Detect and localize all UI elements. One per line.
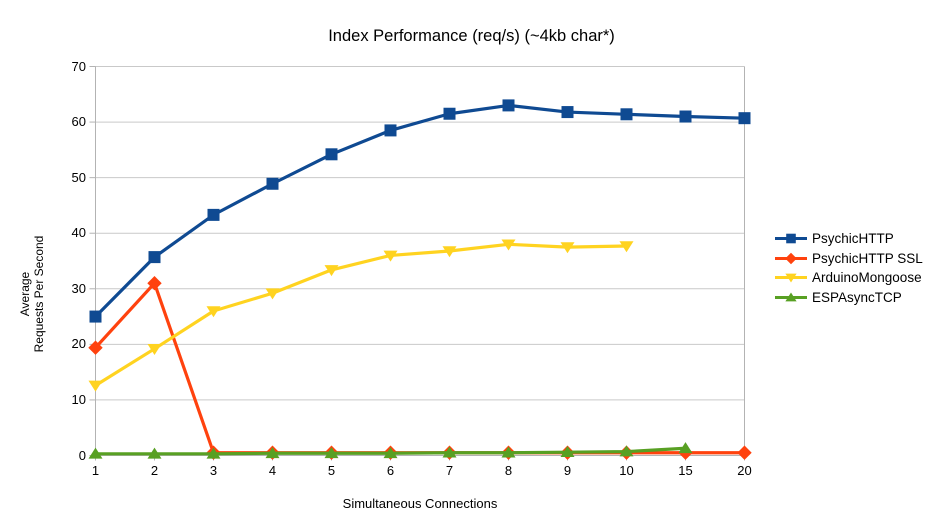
legend-swatch-triangle-up-icon	[775, 292, 807, 302]
x-tick-label: 1	[91, 463, 100, 478]
x-tick-label: 2	[150, 463, 159, 478]
y-tick-label: 50	[71, 169, 86, 185]
series-psychichttp	[89, 99, 751, 323]
legend-label: PsychicHTTP SSL	[812, 250, 923, 266]
x-tick-label: 20	[737, 463, 752, 478]
series-psychichttp-ssl	[88, 276, 752, 460]
series-espasynctcp	[88, 442, 693, 459]
gridlines	[95, 66, 745, 401]
legend-item-psychichttp-ssl: PsychicHTTP SSL	[775, 249, 923, 269]
x-tick-label: 9	[563, 463, 572, 478]
y-tick-label: 60	[71, 114, 86, 130]
legend-label: ArduinoMongoose	[812, 270, 922, 286]
y-axis-title: Average Requests Per Second	[18, 196, 47, 392]
x-tick-label: 6	[386, 463, 395, 478]
y-tick-label: 30	[71, 280, 86, 296]
x-tick-label: 8	[504, 463, 513, 478]
legend-label: PsychicHTTP	[812, 231, 894, 247]
y-tick-label: 0	[78, 447, 86, 463]
y-tick-label: 10	[71, 391, 86, 407]
chart-title: Index Performance (req/s) (~4kb char*)	[328, 27, 615, 45]
legend-item-arduinomongoose: ArduinoMongoose	[775, 268, 923, 288]
legend-swatch-diamond-icon	[775, 252, 807, 265]
x-tick-label: 4	[268, 463, 277, 478]
legend-swatch-triangle-down-icon	[775, 273, 807, 283]
axes	[89, 66, 745, 461]
y-axis-title-line-1: Average	[18, 271, 32, 317]
x-tick-label: 15	[678, 463, 693, 478]
y-tick-label: 20	[71, 336, 86, 352]
y-tick-label: 70	[71, 58, 86, 74]
x-tick-label: 7	[445, 463, 454, 478]
legend-label: ESPAsyncTCP	[812, 289, 902, 305]
y-tick-label: 40	[71, 225, 86, 241]
legend-swatch-square-icon	[775, 233, 807, 244]
x-tick-label: 5	[327, 463, 336, 478]
x-tick-label: 10	[619, 463, 634, 478]
legend-item-espasynctcp: ESPAsyncTCP	[775, 288, 923, 308]
legend: PsychicHTTP PsychicHTTP SSL ArduinoMongoos…	[775, 229, 923, 307]
x-tick-label: 3	[209, 463, 218, 478]
legend-item-psychichttp: PsychicHTTP	[775, 229, 923, 249]
x-axis-title: Simultaneous Connections	[342, 496, 498, 511]
series-arduinomongoose	[88, 239, 634, 392]
y-axis-title-line-2: Requests Per Second	[31, 235, 46, 353]
